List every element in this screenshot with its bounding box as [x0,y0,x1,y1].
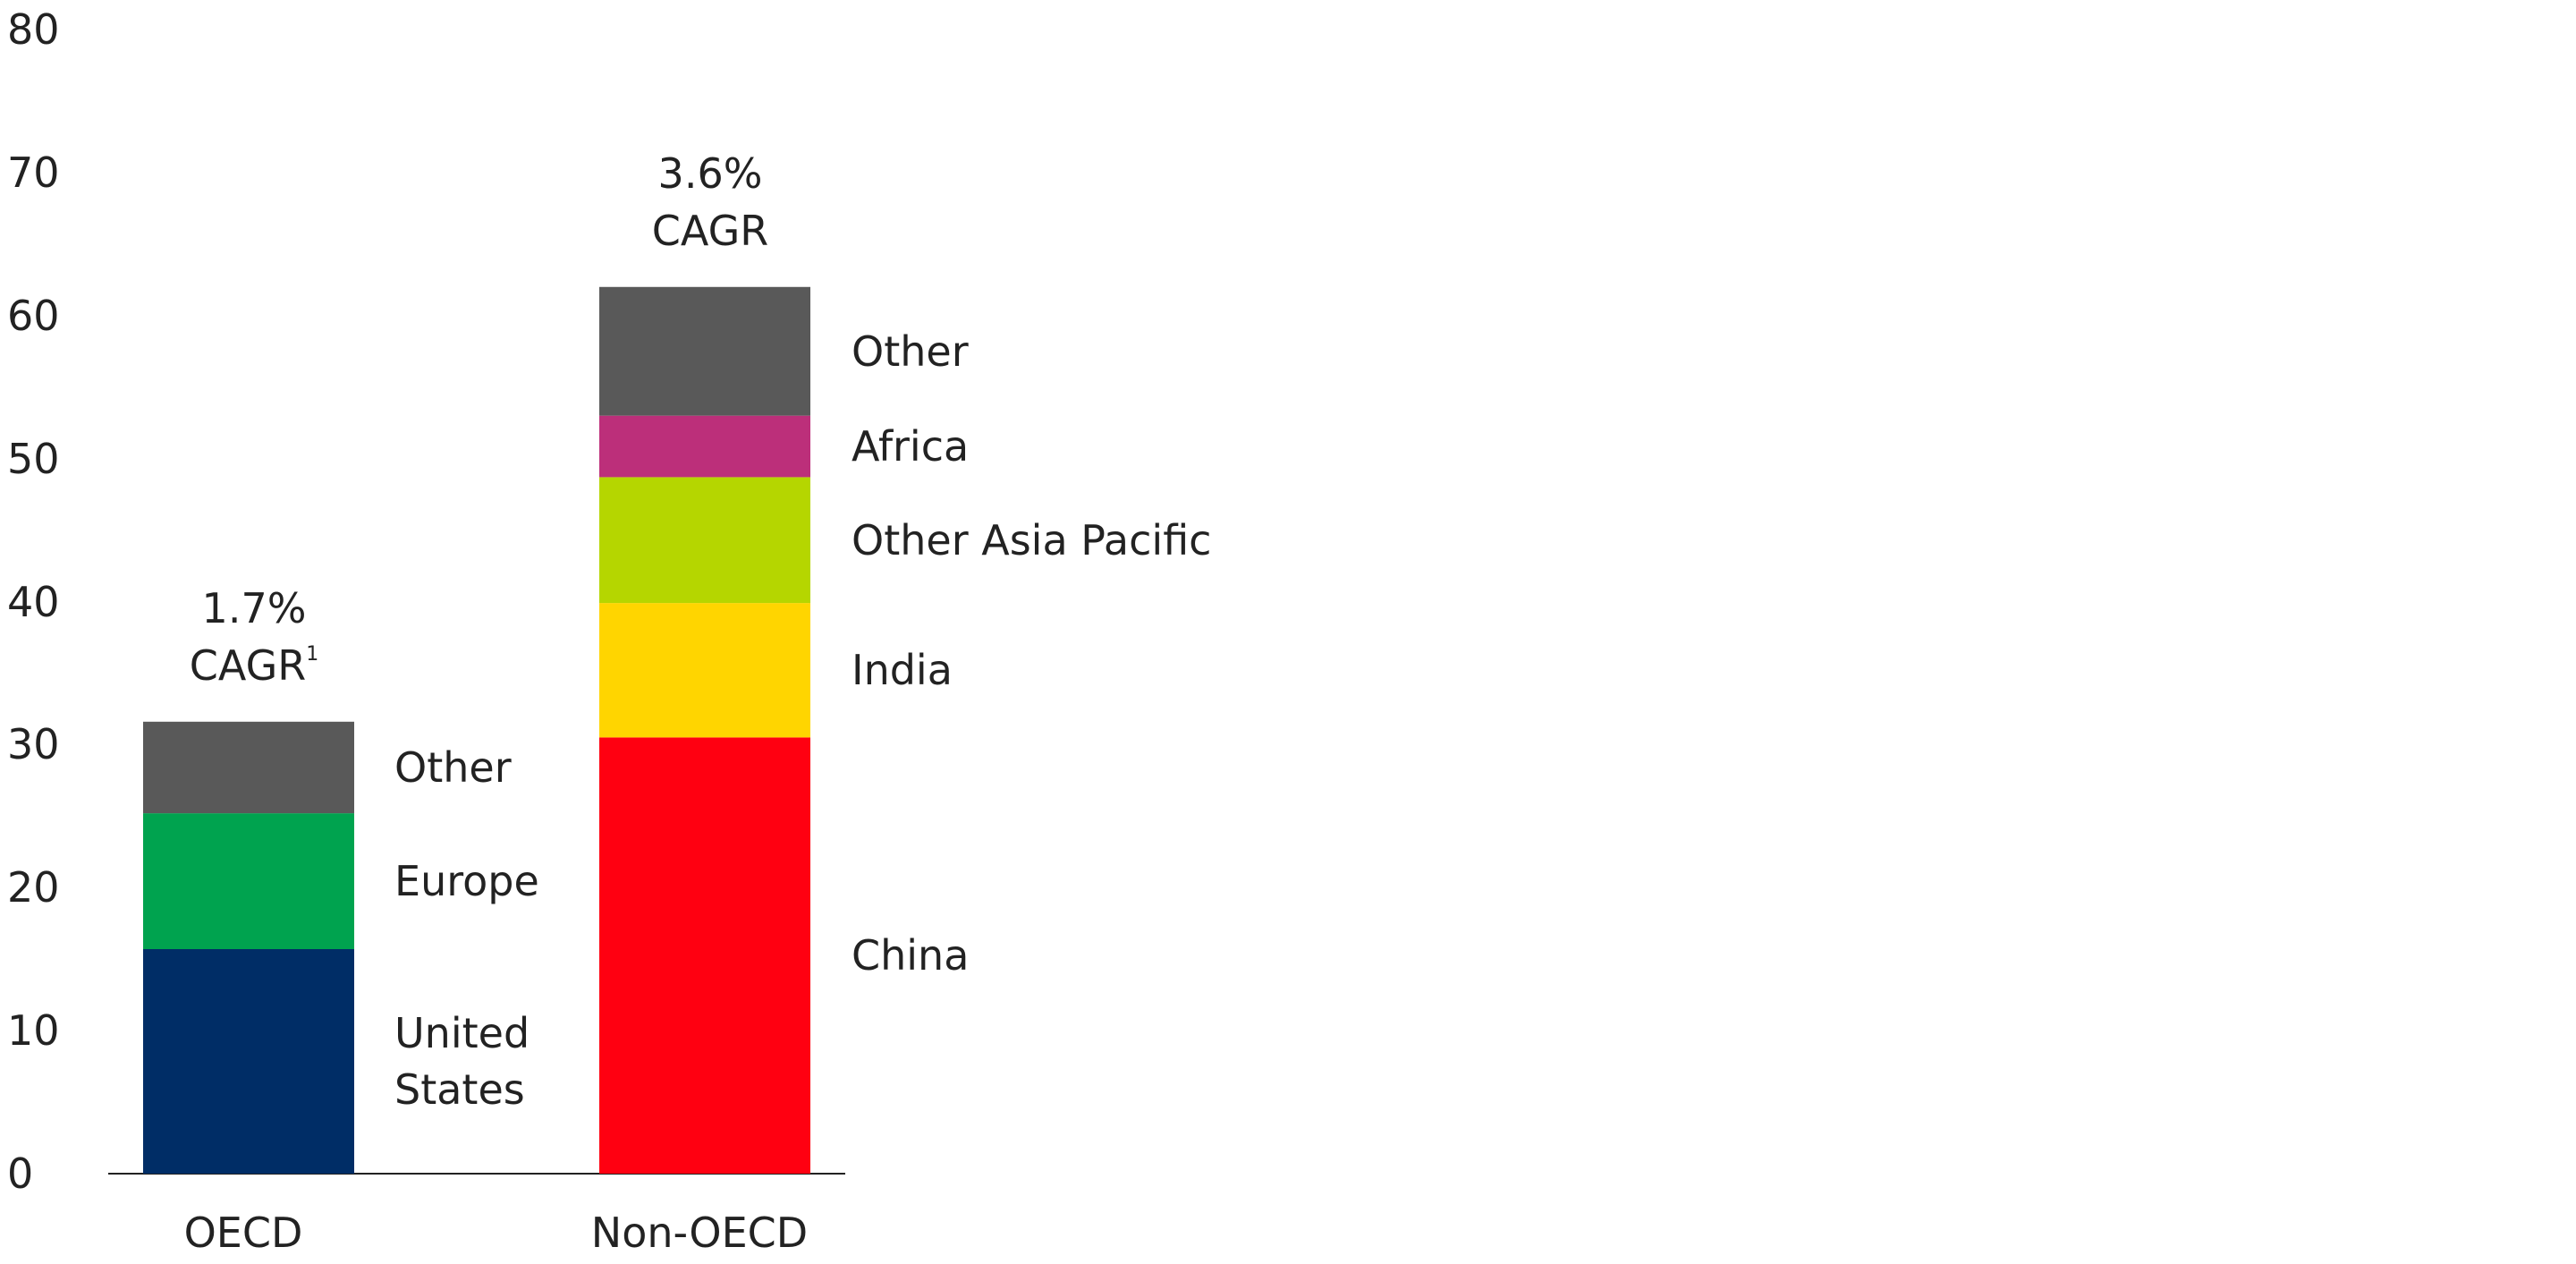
y-tick-label: 50 [7,434,60,483]
segment-label: China [852,931,970,980]
y-tick-label: 80 [7,5,60,54]
bar-segment [599,415,810,478]
cagr-text: CAGR [189,641,307,691]
y-tick-label: 40 [7,577,60,626]
y-tick-label: 70 [7,148,60,197]
bar-segment [143,721,354,814]
segment-label: Europe [394,857,539,905]
bar-segment [599,737,810,1174]
cagr-label: CAGR1 [190,637,318,694]
bar-segment [143,813,354,949]
segment-label: United States [394,1009,530,1114]
y-tick-label: 10 [7,1006,60,1056]
bar-segment [599,286,810,416]
cagr-value: 1.7% [201,584,307,632]
bar-segment [599,603,810,738]
bar-segment [599,477,810,604]
cagr-label: CAGR [652,202,768,259]
cagr-annotation: 1.7% CAGR1 [190,580,318,695]
cagr-value: 3.6% [657,148,763,198]
segment-label: India [852,646,953,695]
y-tick-label: 0 [7,1149,34,1198]
x-tick-label: Non-OECD [590,1209,809,1257]
footnote-marker: 1 [306,643,319,666]
y-tick-label: 20 [7,863,60,912]
segment-label: Africa [852,421,970,471]
x-tick-label: OECD [183,1209,303,1257]
segment-label: Other [394,742,512,792]
y-tick-label: 30 [7,720,60,769]
segment-label: Other [852,327,969,376]
bar-segment [143,948,354,1174]
cagr-annotation: 3.6% CAGR [652,145,768,260]
segment-label: Other Asia Pacific [852,515,1212,564]
cagr-text: CAGR [651,207,769,256]
y-tick-label: 60 [7,291,60,340]
